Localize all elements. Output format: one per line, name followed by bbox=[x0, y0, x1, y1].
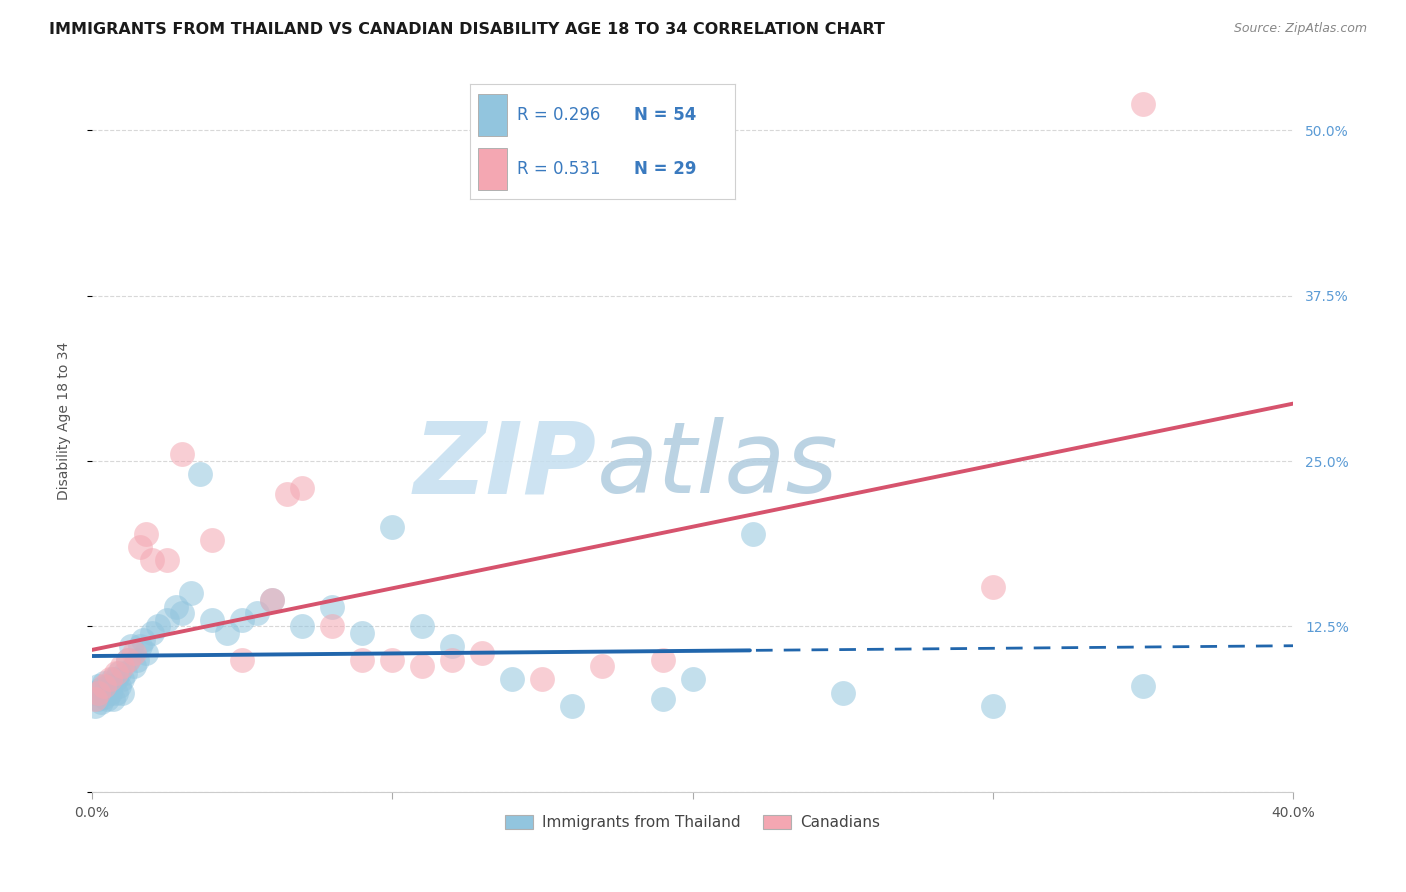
Point bbox=[831, 686, 853, 700]
Point bbox=[120, 640, 142, 654]
Point bbox=[246, 607, 269, 621]
Point bbox=[651, 652, 673, 666]
Point bbox=[98, 673, 121, 687]
Point bbox=[741, 526, 763, 541]
Point bbox=[172, 607, 194, 621]
Point bbox=[117, 652, 139, 666]
Point bbox=[98, 686, 121, 700]
Point bbox=[201, 613, 224, 627]
Point bbox=[132, 632, 155, 647]
Point bbox=[96, 692, 118, 706]
Point bbox=[352, 626, 374, 640]
Point bbox=[90, 695, 112, 709]
Point bbox=[262, 593, 284, 607]
Point bbox=[146, 619, 169, 633]
Point bbox=[117, 652, 139, 666]
Point bbox=[321, 599, 343, 614]
Text: atlas: atlas bbox=[596, 417, 838, 515]
Point bbox=[129, 540, 152, 554]
Point bbox=[981, 580, 1004, 594]
Point bbox=[108, 679, 131, 693]
Point bbox=[122, 646, 145, 660]
Point bbox=[291, 481, 314, 495]
Point bbox=[135, 646, 157, 660]
Point bbox=[93, 690, 115, 704]
Point bbox=[592, 659, 614, 673]
Point bbox=[105, 673, 128, 687]
Point bbox=[156, 613, 179, 627]
Point bbox=[981, 698, 1004, 713]
Point bbox=[1132, 96, 1154, 111]
Point bbox=[531, 673, 554, 687]
Point bbox=[231, 613, 253, 627]
Point bbox=[172, 447, 194, 461]
Point bbox=[135, 526, 157, 541]
Text: ZIP: ZIP bbox=[413, 417, 596, 515]
Point bbox=[262, 593, 284, 607]
Point bbox=[93, 679, 115, 693]
Point bbox=[165, 599, 187, 614]
Point bbox=[141, 626, 163, 640]
Point bbox=[141, 553, 163, 567]
Point bbox=[441, 640, 464, 654]
Text: Source: ZipAtlas.com: Source: ZipAtlas.com bbox=[1233, 22, 1367, 36]
Point bbox=[101, 692, 124, 706]
Point bbox=[411, 659, 433, 673]
Point bbox=[651, 692, 673, 706]
Point bbox=[411, 619, 433, 633]
Point bbox=[441, 652, 464, 666]
Point bbox=[471, 646, 494, 660]
Legend: Immigrants from Thailand, Canadians: Immigrants from Thailand, Canadians bbox=[499, 808, 886, 836]
Point bbox=[231, 652, 253, 666]
Point bbox=[125, 652, 148, 666]
Point bbox=[501, 673, 523, 687]
Point bbox=[276, 487, 298, 501]
Point bbox=[101, 673, 124, 687]
Point bbox=[561, 698, 583, 713]
Point bbox=[98, 679, 121, 693]
Point bbox=[96, 679, 118, 693]
Point bbox=[201, 533, 224, 548]
Point bbox=[129, 640, 152, 654]
Point bbox=[90, 681, 112, 696]
Point bbox=[321, 619, 343, 633]
Point bbox=[291, 619, 314, 633]
Point bbox=[84, 692, 107, 706]
Point bbox=[87, 692, 110, 706]
Point bbox=[87, 686, 110, 700]
Point bbox=[105, 665, 128, 680]
Point bbox=[352, 652, 374, 666]
Point bbox=[114, 665, 136, 680]
Point bbox=[111, 659, 134, 673]
Point bbox=[188, 467, 211, 482]
Point bbox=[84, 698, 107, 713]
Point bbox=[84, 686, 107, 700]
Point bbox=[156, 553, 179, 567]
Point bbox=[111, 686, 134, 700]
Point bbox=[122, 659, 145, 673]
Point bbox=[381, 652, 404, 666]
Text: IMMIGRANTS FROM THAILAND VS CANADIAN DISABILITY AGE 18 TO 34 CORRELATION CHART: IMMIGRANTS FROM THAILAND VS CANADIAN DIS… bbox=[49, 22, 886, 37]
Y-axis label: Disability Age 18 to 34: Disability Age 18 to 34 bbox=[58, 343, 72, 500]
Point bbox=[682, 673, 704, 687]
Point bbox=[381, 520, 404, 534]
Point bbox=[1132, 679, 1154, 693]
Point bbox=[108, 665, 131, 680]
Point bbox=[217, 626, 239, 640]
Point bbox=[105, 686, 128, 700]
Point bbox=[87, 679, 110, 693]
Point bbox=[111, 673, 134, 687]
Point bbox=[93, 676, 115, 690]
Point bbox=[180, 586, 202, 600]
